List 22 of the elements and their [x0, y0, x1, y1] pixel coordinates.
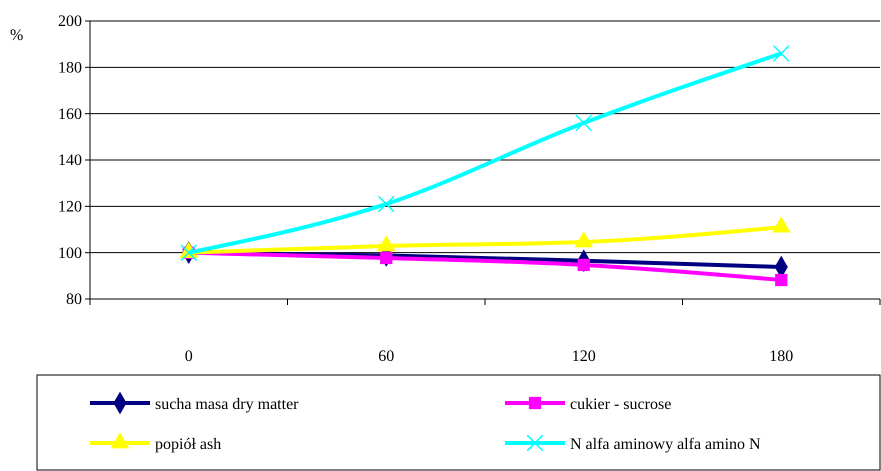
- x-tick-label: 120: [572, 348, 596, 365]
- y-tick-label: 200: [58, 13, 82, 30]
- x-tick-label: 0: [184, 348, 193, 365]
- y-tick-label: 180: [58, 59, 82, 76]
- y-tick-label: 100: [58, 244, 82, 262]
- y-tick-label: 140: [58, 152, 82, 170]
- point: [775, 274, 788, 286]
- y-tick-label: 80: [66, 291, 82, 308]
- y-tick-label: 120: [58, 198, 82, 216]
- legend-label: sucha masa dry matter: [155, 396, 300, 413]
- point: [772, 44, 790, 62]
- point: [578, 258, 590, 272]
- legend-label: N alfa aminowy alfa amino N: [570, 436, 762, 453]
- point: [378, 195, 395, 213]
- y-axis-title: %: [10, 27, 24, 44]
- point: [380, 252, 392, 264]
- x-tick-label: 60: [378, 348, 394, 365]
- legend-label: popiół ash: [155, 436, 222, 453]
- legend-label: cukier - sucrose: [570, 396, 672, 413]
- y-tick-label: 160: [58, 106, 82, 123]
- point: [575, 114, 592, 132]
- x-tick-label: 180: [769, 348, 794, 365]
